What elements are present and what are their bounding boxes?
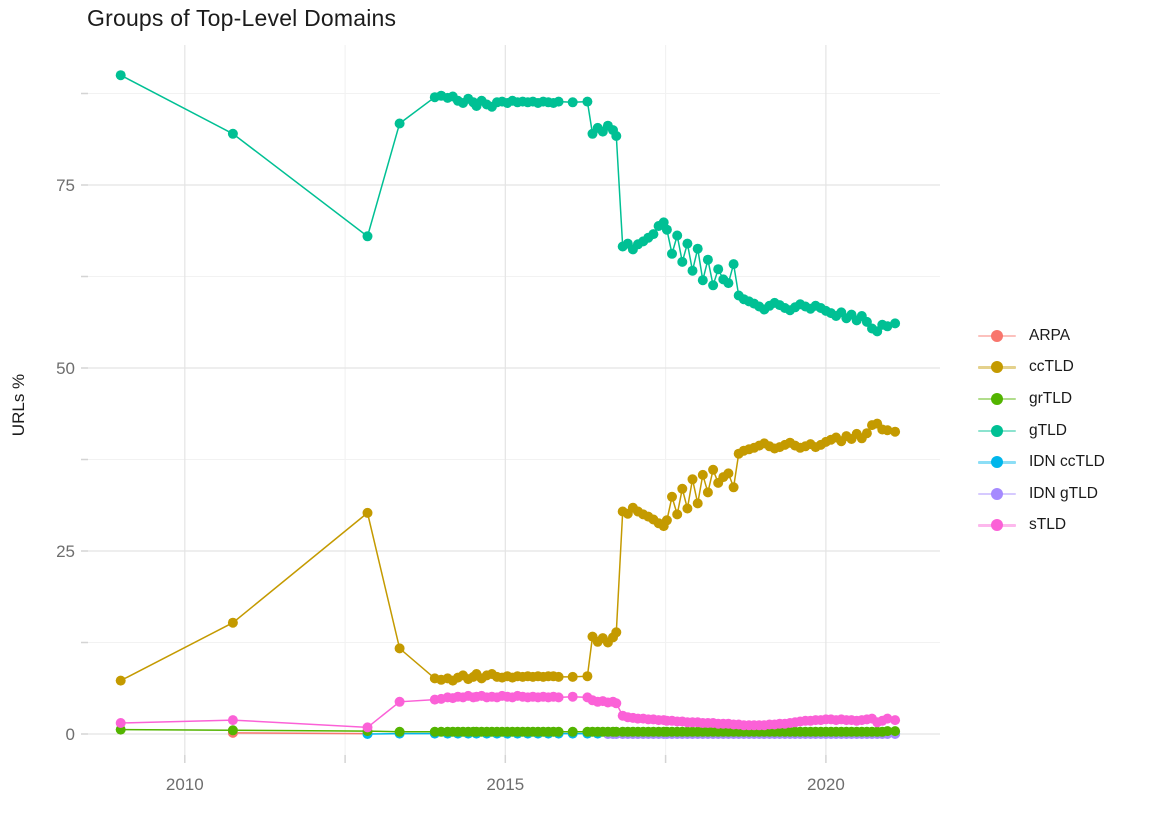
y-axis: 0 25 50 75 [56,92,88,744]
series-grTLD [115,724,901,737]
legend-key-icon [978,329,1016,342]
legend-item-cctld: ccTLD [978,352,1105,384]
chart-legend: ARPA ccTLD grTLD gTLD IDN ccTLD IDN gTLD sTLD [978,320,1105,541]
legend-label: ARPA [1029,326,1071,344]
legend-key-icon [978,424,1016,437]
legend-label: grTLD [1029,389,1073,407]
legend-item-gtld: gTLD [978,415,1105,447]
x-tick-label: 2020 [807,775,845,794]
legend-key-icon [978,487,1016,500]
y-tick-label: 0 [66,725,75,744]
series-ARPA [227,727,373,739]
gridlines-major [88,45,940,755]
series-gTLD [115,70,901,337]
y-tick-label: 25 [56,542,75,561]
gridlines-minor [88,45,940,755]
legend-item-stld: sTLD [978,510,1105,542]
x-axis: 2010 2015 2020 [166,755,845,794]
legend-key-icon [978,361,1016,374]
y-tick-label: 50 [56,359,75,378]
legend-key-icon [978,456,1016,469]
legend-label: ccTLD [1029,358,1074,376]
x-tick-label: 2015 [486,775,524,794]
y-tick-label: 75 [56,176,75,195]
legend-label: IDN gTLD [1029,484,1098,502]
legend-label: gTLD [1029,421,1067,439]
x-tick-label: 2010 [166,775,204,794]
chart-title: Groups of Top-Level Domains [87,5,397,31]
legend-label: IDN ccTLD [1029,453,1105,471]
series-sTLD [115,690,901,733]
legend-item-idn-gtld: IDN gTLD [978,478,1105,510]
legend-item-grtld: grTLD [978,383,1105,415]
legend-key-icon [978,392,1016,405]
legend-key-icon [978,519,1016,532]
legend-label: sTLD [1029,516,1067,534]
series-ccTLD [115,418,901,686]
legend-item-idn-cctld: IDN ccTLD [978,446,1105,478]
legend-item-arpa: ARPA [978,320,1105,352]
